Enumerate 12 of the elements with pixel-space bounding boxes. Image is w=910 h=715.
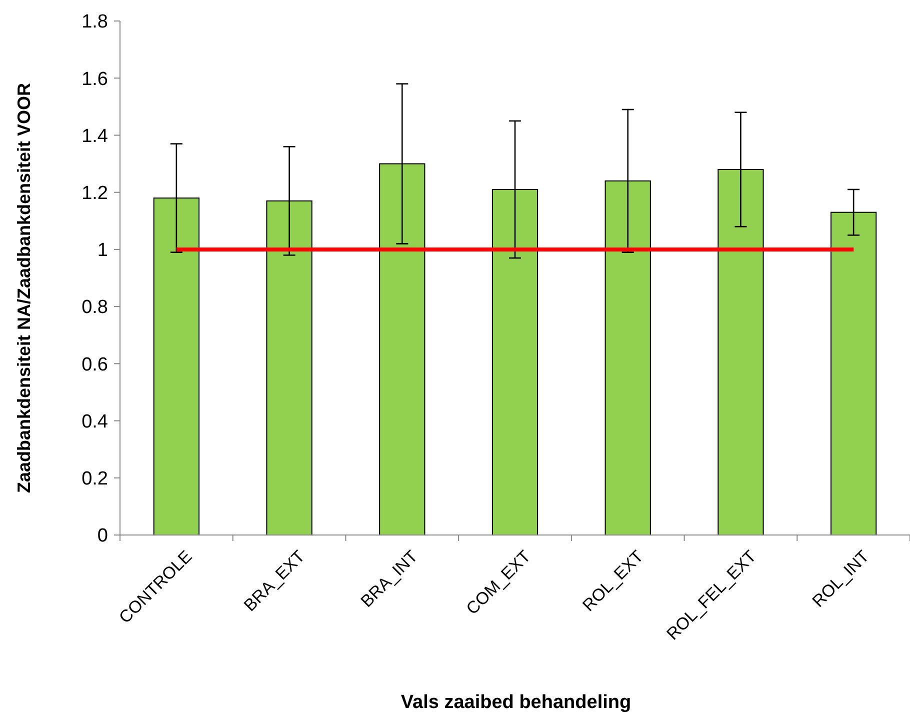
y-tick-label: 0.6 <box>82 354 108 376</box>
y-tick-label: 0.8 <box>82 297 108 318</box>
y-axis-title: Zaadbankdensiteit NA/Zaadbankdensiteit VOOR <box>14 82 34 494</box>
y-tick-label: 1.4 <box>82 126 108 147</box>
y-tick-label: 0.4 <box>82 411 108 432</box>
y-tick-label: 1.2 <box>82 182 108 204</box>
y-tick-label: 1 <box>97 240 108 262</box>
y-tick-label: 1.6 <box>82 68 108 90</box>
y-tick-label: 1.8 <box>82 12 108 33</box>
y-tick-label: 0 <box>97 526 108 547</box>
y-tick-label: 0.2 <box>82 468 108 490</box>
x-axis-title: Vals zaaibed behandeling <box>400 692 632 713</box>
